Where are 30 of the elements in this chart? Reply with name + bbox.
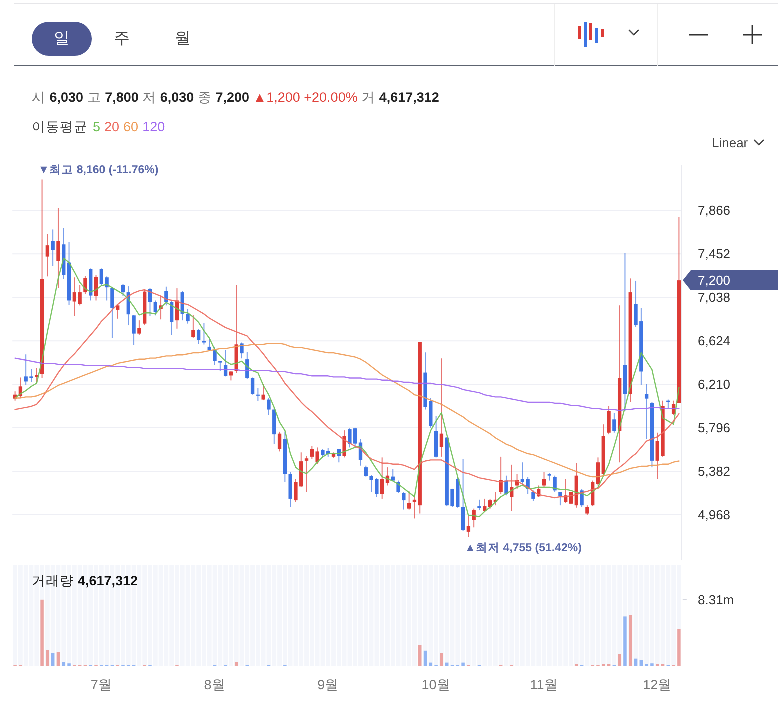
text: Linear (712, 136, 749, 150)
annotation: ▲최저 4,755 (51.42%) (464, 541, 582, 554)
text: 5 (93, 120, 101, 134)
chart-title: 시 6,030 고 7,800 저 6,030 종 7,200 ▲1,200 +20.00% 거 4,617,312 (32, 90, 440, 104)
x-tick-label: 10월 (422, 678, 451, 692)
y-tick-label: 6,624 (698, 334, 731, 349)
y-tick-label: 7,866 (698, 203, 731, 218)
y-tick-label: 5,796 (698, 420, 731, 436)
y-tick-label: 7,038 (698, 290, 731, 306)
y-tick-label: 4,968 (698, 508, 731, 523)
y-tick-label: 7,452 (698, 246, 731, 262)
legend-title: 이동평균 (32, 120, 88, 134)
text: 60 (124, 120, 139, 134)
x-tick-label: 9월 (318, 678, 340, 692)
text: 주 (114, 30, 130, 48)
text: 20 (104, 120, 120, 134)
text: 120 (142, 120, 166, 134)
text: 월 (175, 30, 191, 48)
price-tag: 7,200 (683, 270, 778, 291)
text: 일 (54, 30, 70, 48)
text: 4,617,312 (78, 574, 138, 588)
x-tick-label: 11월 (530, 678, 558, 692)
y-tick-label: 6,210 (698, 377, 731, 392)
x-tick-label: 12월 (643, 678, 672, 692)
text: 거래량 (32, 574, 74, 588)
y-tick-label: 8.31m (698, 592, 734, 608)
x-tick-label: 8월 (204, 678, 226, 692)
y-tick-label: 5,382 (698, 464, 731, 480)
x-tick-label: 7월 (90, 678, 112, 692)
annotation: ▼최고 8,160 (-11.76%) (38, 164, 159, 177)
